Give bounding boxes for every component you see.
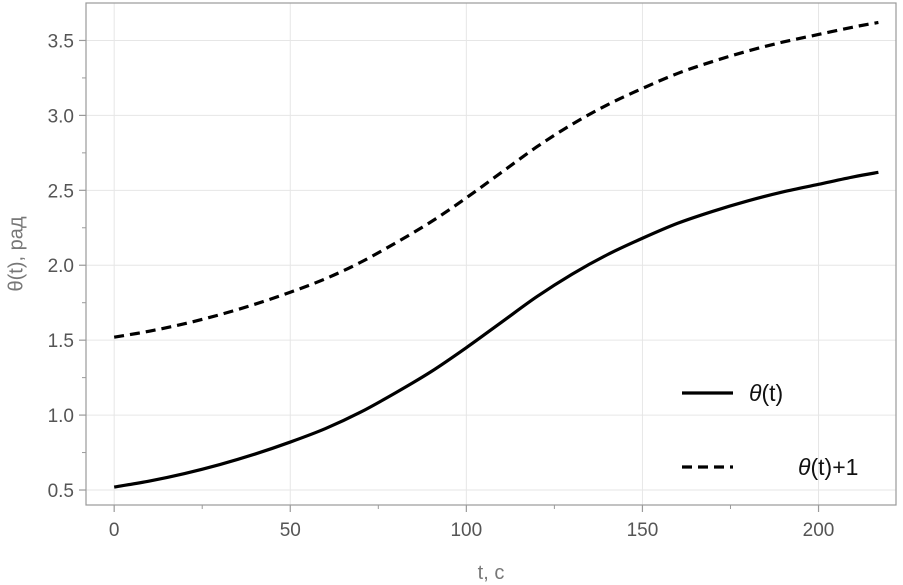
x-axis-title: t, с (478, 562, 505, 584)
y-tick-label: 0.5 (48, 481, 74, 502)
legend-label-theta-plus-one: θ(t)+1 (798, 454, 858, 480)
plot-frame (85, 2, 897, 506)
series-line-theta (113, 170, 879, 489)
legend-label-suffix: (t) (761, 380, 783, 406)
y-tick-label: 1.5 (48, 331, 74, 352)
legend-label-theta: θ(t) (749, 380, 783, 406)
y-tick-label: 2.5 (48, 181, 74, 202)
y-axis-title: θ(t), рад (5, 216, 27, 291)
legend-label-symbol: θ (798, 454, 811, 480)
y-tick-label: 3.0 (48, 106, 74, 127)
y-tick-label: 1.0 (48, 406, 74, 427)
x-tick-label: 50 (280, 520, 301, 541)
legend-label-symbol: θ (749, 380, 762, 406)
y-tick-label: 2.0 (48, 256, 74, 277)
x-tick-label: 0 (109, 520, 120, 541)
series-line-theta-plus-one (113, 20, 879, 339)
y-tick-label: 3.5 (48, 31, 74, 52)
legend: θ(t)θ(t)+1 (682, 380, 858, 480)
grid-lines (86, 3, 896, 505)
axis-ticks: 0 50 100 150 200 0.5 1.0 1.5 2.0 2.5 3.0 3.5 (48, 31, 835, 541)
series-lines (113, 20, 879, 489)
x-tick-label: 200 (803, 520, 835, 541)
x-tick-label: 150 (627, 520, 659, 541)
x-tick-label: 100 (450, 520, 482, 541)
legend-label-suffix: (t)+1 (810, 454, 858, 480)
